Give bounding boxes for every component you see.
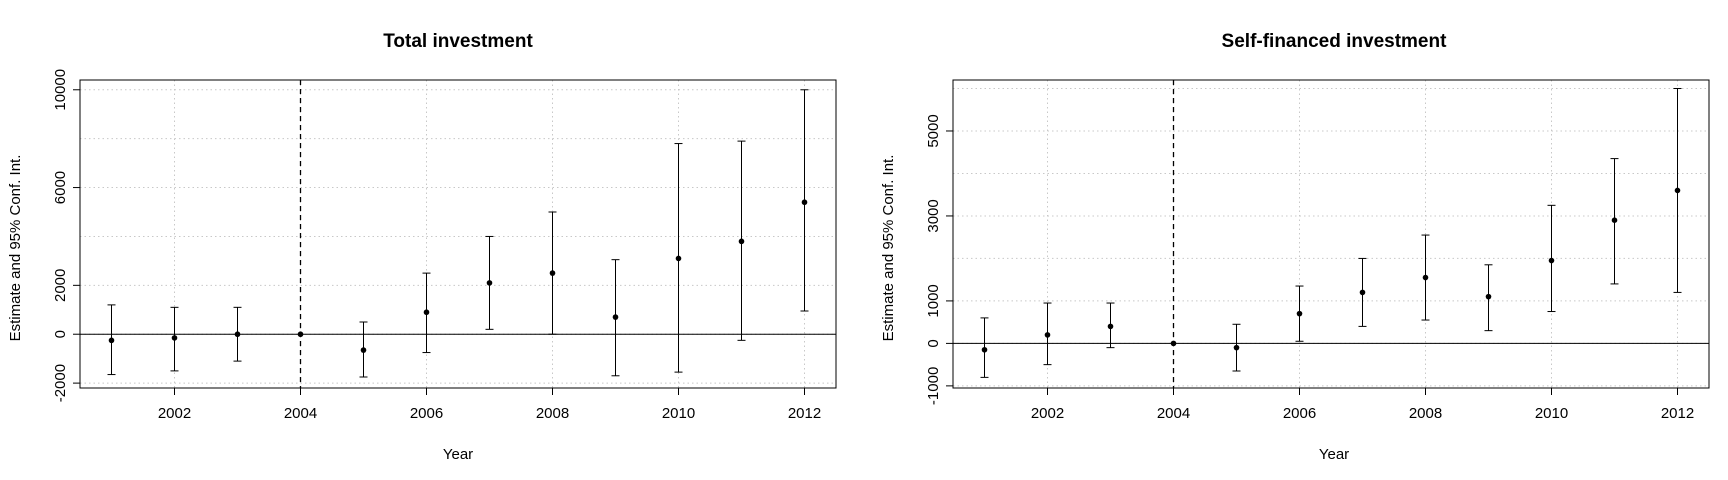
data-point bbox=[171, 335, 178, 341]
x-axis-label: Year bbox=[1319, 446, 1349, 463]
data-point bbox=[108, 337, 115, 344]
x-tick-label: 2010 bbox=[1535, 405, 1568, 422]
data-point bbox=[360, 347, 367, 353]
x-axis-label: Year bbox=[443, 446, 473, 463]
y-tick-label: 5000 bbox=[925, 114, 942, 147]
y-tick-label: -1000 bbox=[925, 367, 942, 405]
data-point bbox=[738, 238, 745, 245]
plot-frame bbox=[952, 79, 1710, 389]
plot-frame bbox=[79, 79, 837, 389]
x-tick-label: 2006 bbox=[410, 405, 443, 422]
y-axis-label: Estimate and 95% Conf. Int. bbox=[7, 155, 24, 342]
x-tick-label: 2010 bbox=[662, 405, 695, 422]
data-point bbox=[1044, 332, 1051, 338]
y-tick-label: 1000 bbox=[925, 284, 942, 317]
data-point bbox=[486, 280, 493, 286]
y-tick-label: 2000 bbox=[52, 269, 69, 302]
chart-title: Total investment bbox=[383, 31, 533, 52]
plot-area: 2002 2004 2006 2008 2010 2012 -1000 0 1000 3000 50… bbox=[925, 79, 1710, 422]
y-tick-label: 10000 bbox=[52, 69, 69, 111]
data-point bbox=[675, 255, 682, 262]
data-point bbox=[1485, 293, 1492, 300]
y-tick-label: 3000 bbox=[925, 199, 942, 232]
data-point bbox=[1296, 310, 1303, 317]
data-point bbox=[1233, 344, 1240, 351]
data-point bbox=[1422, 274, 1429, 281]
x-tick-label: 2012 bbox=[1661, 405, 1694, 422]
panel-total-investment: Total investment Year Estimate and 95% C… bbox=[7, 31, 837, 463]
data-point bbox=[297, 331, 304, 338]
data-point bbox=[1359, 289, 1366, 296]
y-tick-label: 0 bbox=[52, 330, 69, 338]
data-point bbox=[1674, 187, 1681, 194]
data-point bbox=[801, 199, 808, 206]
plot-area: 2002 2004 2006 2008 2010 2012 -2000 0 2000 6000 10… bbox=[52, 69, 837, 422]
y-tick-label: -2000 bbox=[52, 364, 69, 402]
x-tick-label: 2004 bbox=[1157, 405, 1190, 422]
x-tick-label: 2002 bbox=[158, 405, 191, 422]
data-point bbox=[423, 309, 430, 316]
panel-self-financed-investment: Self-financed investment Year Estimate a… bbox=[880, 31, 1710, 463]
x-tick-label: 2002 bbox=[1031, 405, 1064, 422]
y-tick-label: 0 bbox=[925, 339, 942, 347]
data-point bbox=[612, 314, 619, 320]
x-tick-label: 2004 bbox=[284, 405, 317, 422]
x-tick-label: 2012 bbox=[788, 405, 821, 422]
chart-title: Self-financed investment bbox=[1222, 31, 1448, 52]
data-point bbox=[1548, 257, 1555, 264]
data-point bbox=[1170, 340, 1177, 347]
data-point bbox=[981, 346, 988, 353]
data-point bbox=[1107, 323, 1114, 330]
x-tick-label: 2006 bbox=[1283, 405, 1316, 422]
x-tick-label: 2008 bbox=[536, 405, 569, 422]
data-point bbox=[1611, 217, 1618, 223]
y-axis-label: Estimate and 95% Conf. Int. bbox=[880, 155, 897, 342]
data-point bbox=[549, 270, 556, 276]
data-point bbox=[234, 331, 241, 338]
y-tick-label: 6000 bbox=[52, 171, 69, 204]
x-tick-label: 2008 bbox=[1409, 405, 1442, 422]
